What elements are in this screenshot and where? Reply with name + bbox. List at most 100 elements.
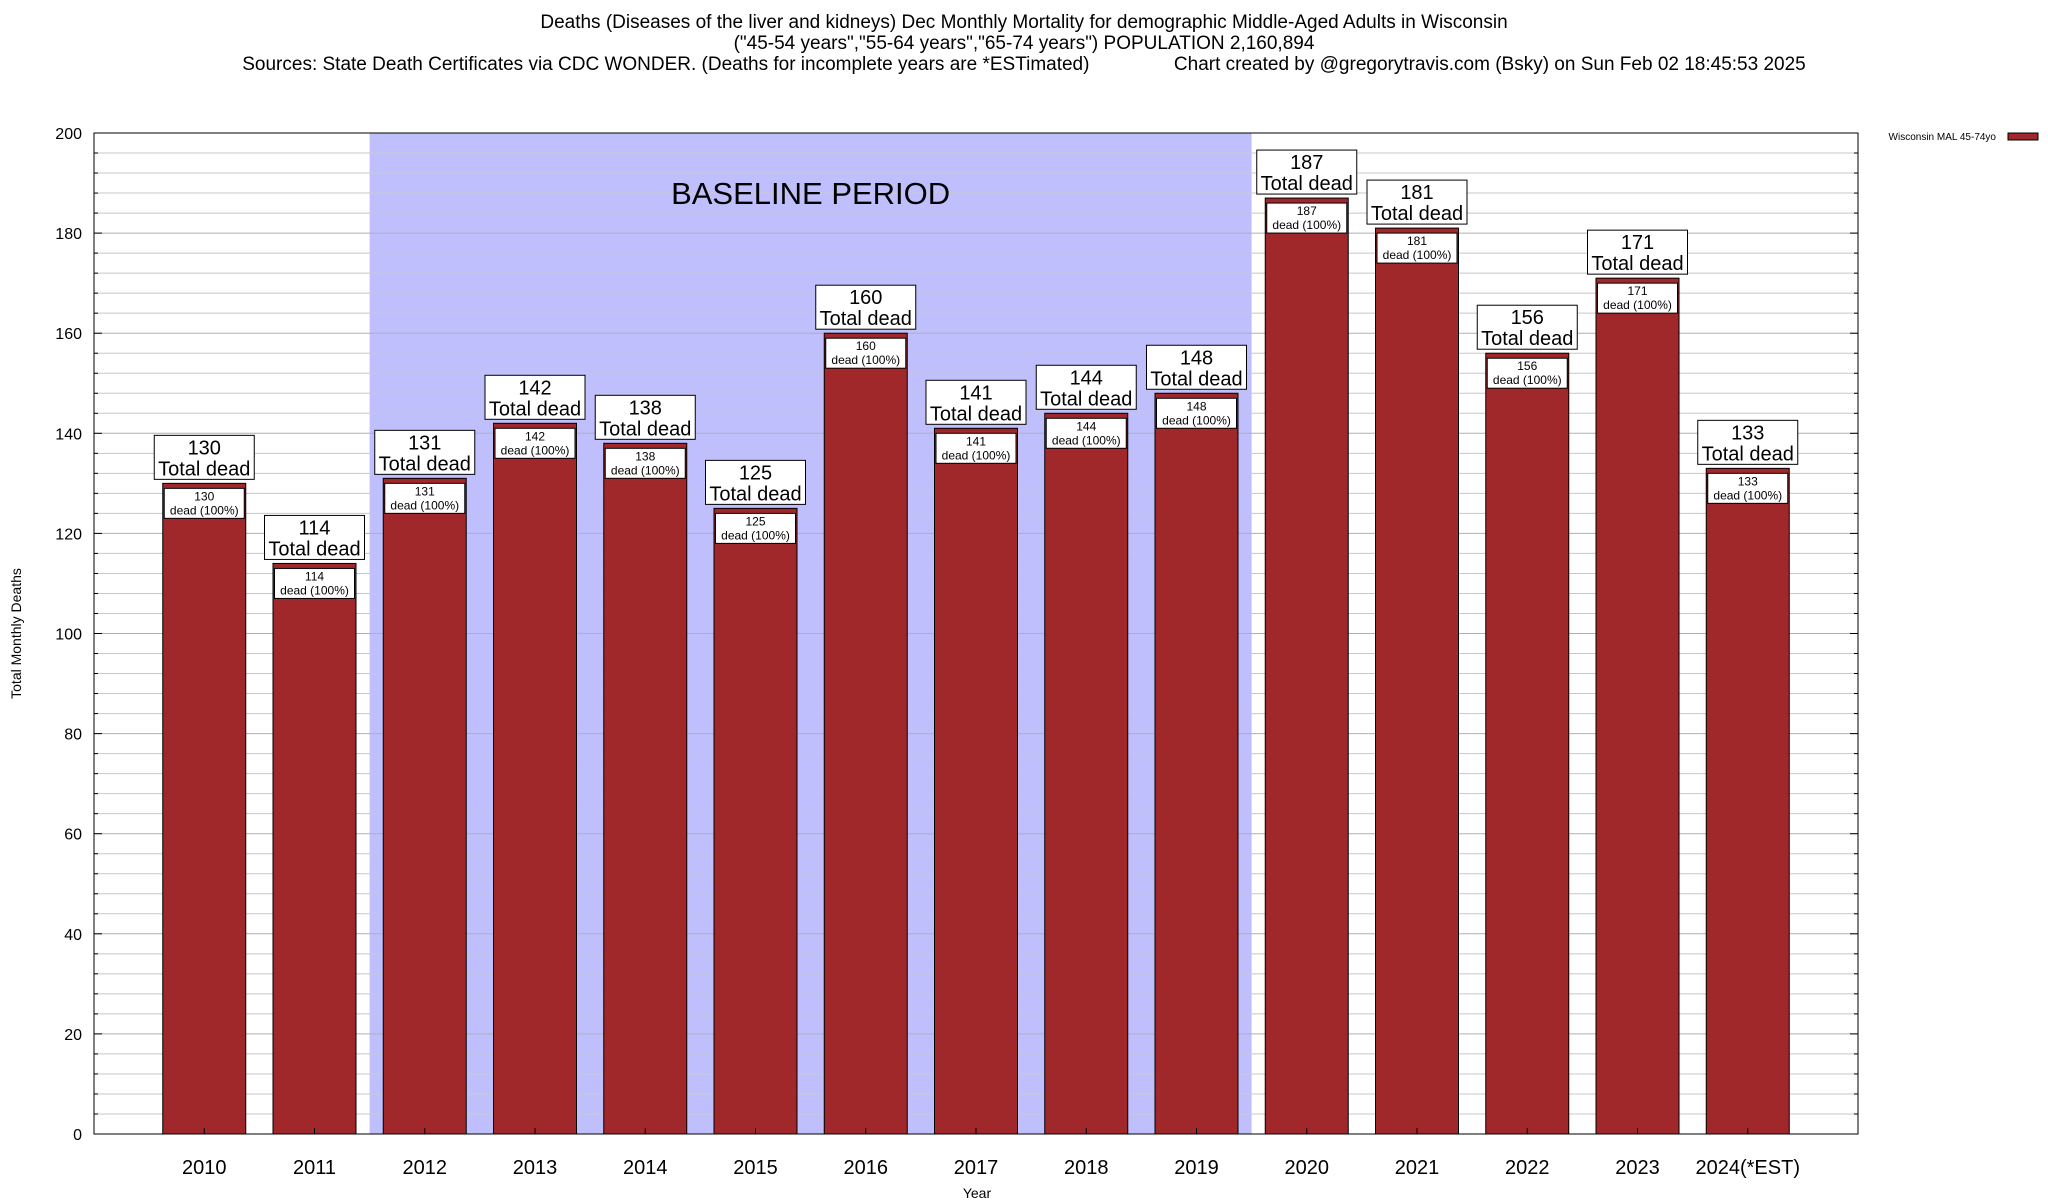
legend-swatch: [2007, 132, 2039, 141]
bar-inner-label-box: [163, 487, 245, 519]
bar-total-text: Total dead: [158, 458, 250, 480]
x-tick-label: 2016: [844, 1157, 889, 1179]
bar-inner-label-box: [1266, 202, 1348, 234]
bar-total-text: Total dead: [268, 538, 360, 560]
bar: [493, 422, 577, 1135]
bar-inner-label-box: [1597, 282, 1678, 314]
bar-total-label-box: [705, 459, 806, 505]
bar-inner-percent: dead (100%): [1493, 373, 1562, 387]
bar-total-value: 181: [1400, 182, 1433, 204]
chart-subtitle: ("45-54 years","55-64 years","65-74 year…: [733, 33, 1315, 54]
bar-total-text: Total dead: [489, 398, 581, 420]
bar-total-label-box: [1366, 179, 1468, 225]
bar: [1595, 277, 1680, 1135]
bar-inner-value: 142: [525, 429, 545, 443]
bar-total-value: 144: [1070, 367, 1103, 389]
y-tick-label: 180: [55, 226, 82, 243]
bar-inner-value: 144: [1076, 419, 1096, 433]
bar-inner-label-box: [494, 427, 576, 459]
bar-inner-value: 187: [1297, 204, 1317, 218]
bar-total-label-box: [594, 394, 696, 440]
bar-total-label-box: [264, 514, 365, 560]
x-tick-label: 2024(*EST): [1696, 1157, 1801, 1179]
bar-total-value: 141: [959, 382, 992, 404]
bar-inner-label-box: [604, 447, 686, 479]
bar: [934, 427, 1018, 1135]
bar-total-value: 125: [739, 462, 772, 484]
x-tick-label: 2019: [1174, 1157, 1219, 1179]
bar-inner-value: 160: [856, 339, 876, 353]
bar-inner-value: 148: [1186, 399, 1206, 413]
bar-total-label-box: [1035, 364, 1137, 410]
x-tick-label: 2013: [513, 1157, 558, 1179]
y-tick-label: 160: [55, 326, 82, 343]
bar-inner-percent: dead (100%): [1052, 433, 1121, 447]
bar-total-text: Total dead: [709, 483, 801, 505]
bar-total-label-box: [374, 429, 476, 475]
bar-inner-percent: dead (100%): [1272, 218, 1341, 232]
y-tick-label: 140: [55, 426, 82, 443]
plot-frame: [93, 132, 1859, 1135]
bar-inner-percent: dead (100%): [390, 498, 459, 512]
bar-total-value: 114: [299, 517, 331, 539]
y-tick-label: 40: [64, 927, 82, 944]
bar-total-label-box: [1697, 419, 1799, 465]
bar-inner-percent: dead (100%): [942, 448, 1011, 462]
bar-inner-value: 171: [1627, 284, 1647, 298]
bar: [272, 562, 357, 1135]
bar-inner-label-box: [1486, 357, 1568, 389]
bar-inner-value: 133: [1738, 474, 1758, 488]
bar-total-value: 156: [1511, 307, 1544, 329]
y-tick-label: 80: [64, 727, 82, 744]
bar-inner-percent: dead (100%): [721, 528, 790, 542]
bar-total-text: Total dead: [930, 403, 1022, 425]
bar: [382, 477, 467, 1135]
bar-total-label-box: [484, 374, 586, 420]
bar-total-label-box: [1476, 304, 1578, 350]
x-tick-label: 2022: [1505, 1157, 1550, 1179]
bar-inner-value: 156: [1517, 359, 1537, 373]
bar-inner-percent: dead (100%): [280, 583, 349, 597]
baseline-period-label: BASELINE PERIOD: [671, 176, 950, 211]
x-tick-label: 2012: [403, 1157, 448, 1179]
bar: [1375, 227, 1459, 1135]
bar-total-value: 130: [188, 437, 221, 459]
bar-inner-label-box: [825, 337, 907, 369]
y-tick-label: 200: [55, 126, 82, 143]
bar-inner-label-box: [1707, 472, 1789, 504]
legend-label: Wisconsin MAL 45-74yo: [1889, 132, 1997, 143]
bar-inner-label-box: [384, 482, 466, 514]
bar: [1264, 197, 1349, 1135]
bar-inner-value: 138: [635, 449, 655, 463]
chart-title-block: Deaths (Diseases of the liver and kidney…: [0, 12, 2048, 75]
bar-inner-percent: dead (100%): [1713, 488, 1782, 502]
bar-total-value: 133: [1731, 422, 1764, 444]
bar-total-label-box: [153, 434, 255, 480]
bar-inner-value: 114: [305, 569, 324, 583]
bar: [603, 442, 688, 1135]
bar: [1485, 352, 1570, 1135]
bar-inner-value: 181: [1407, 234, 1427, 248]
x-axis-label: Year: [963, 1185, 992, 1200]
y-tick-label: 0: [73, 1127, 82, 1144]
bar-total-label-box: [1587, 229, 1688, 275]
bar-inner-value: 125: [745, 514, 765, 528]
bar-total-text: Total dead: [1591, 253, 1683, 275]
x-tick-label: 2011: [293, 1157, 336, 1179]
bar-total-value: 187: [1290, 152, 1323, 174]
y-tick-label: 100: [55, 627, 82, 644]
bar-total-value: 171: [1621, 232, 1654, 254]
x-tick-label: 2014: [623, 1157, 668, 1179]
bar: [1154, 392, 1239, 1135]
bar-inner-percent: dead (100%): [501, 443, 570, 457]
bar-total-value: 142: [518, 377, 551, 399]
bar-total-text: Total dead: [1702, 443, 1794, 465]
bar: [162, 482, 247, 1135]
bar-total-text: Total dead: [599, 418, 691, 440]
bar-total-label-box: [925, 379, 1027, 425]
bar-total-label-box: [1256, 149, 1358, 195]
y-tick-label: 120: [55, 526, 82, 543]
bar-total-text: Total dead: [820, 308, 912, 330]
bar: [1705, 467, 1790, 1135]
